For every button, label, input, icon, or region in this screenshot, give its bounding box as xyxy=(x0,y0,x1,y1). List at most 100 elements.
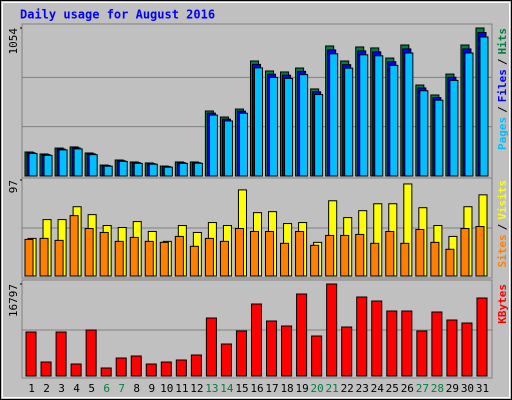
bar xyxy=(461,322,473,377)
legend-entry: Visits xyxy=(496,180,509,220)
bar xyxy=(356,296,368,377)
bar xyxy=(401,310,413,377)
bar xyxy=(40,361,52,377)
bar xyxy=(265,230,275,277)
x-tick-label: 16 xyxy=(250,382,263,395)
bar xyxy=(385,230,395,277)
bar xyxy=(326,283,338,377)
x-tick-label: 10 xyxy=(160,382,173,395)
bar xyxy=(73,148,83,177)
bar xyxy=(344,67,354,177)
bar xyxy=(84,227,94,277)
bar xyxy=(250,303,263,377)
bar xyxy=(446,319,458,377)
x-tick-label: 8 xyxy=(133,382,140,395)
x-tick-label: 5 xyxy=(88,382,95,395)
x-tick-label: 23 xyxy=(356,382,369,395)
bar xyxy=(404,52,414,177)
bar xyxy=(311,335,323,377)
bar xyxy=(475,226,485,277)
x-tick-label: 18 xyxy=(280,382,293,395)
bar xyxy=(329,53,339,177)
bar xyxy=(204,237,214,277)
legend-separator: / xyxy=(496,106,509,113)
bar xyxy=(163,166,173,177)
bar xyxy=(88,154,98,177)
bar xyxy=(374,55,384,177)
bar xyxy=(133,162,143,177)
x-tick-label: 26 xyxy=(401,382,414,395)
x-tick-label: 24 xyxy=(371,382,385,395)
bar xyxy=(284,77,294,177)
bar xyxy=(325,234,335,277)
bar xyxy=(190,354,202,377)
bar xyxy=(43,154,53,177)
x-tick-label: 2 xyxy=(43,382,50,395)
bar xyxy=(445,248,455,277)
x-tick-label: 31 xyxy=(476,382,489,395)
x-tick-label: 6 xyxy=(103,382,110,395)
x-tick-label: 29 xyxy=(446,382,459,395)
bar xyxy=(223,120,233,177)
bar xyxy=(419,90,429,177)
y-tick-label: 1054 xyxy=(7,28,20,55)
bar xyxy=(269,76,279,177)
x-tick-label: 27 xyxy=(416,382,429,395)
bar xyxy=(55,331,67,377)
bar xyxy=(205,317,217,377)
bar xyxy=(25,331,37,377)
bar xyxy=(99,231,109,277)
x-tick-label: 14 xyxy=(220,382,234,395)
bar xyxy=(54,239,64,277)
bar xyxy=(400,242,410,277)
x-tick-label: 21 xyxy=(326,382,339,395)
bar xyxy=(280,242,290,277)
x-tick-label: 15 xyxy=(235,382,248,395)
bar xyxy=(340,234,350,277)
bar xyxy=(295,230,305,277)
bar xyxy=(189,245,199,277)
legend-entry: Hits xyxy=(496,28,509,55)
x-tick-label: 13 xyxy=(205,382,218,395)
bar xyxy=(416,330,428,377)
bar xyxy=(386,310,398,377)
bar xyxy=(476,297,488,377)
bar xyxy=(39,237,49,277)
bar xyxy=(160,361,172,377)
bar xyxy=(460,227,470,277)
bar xyxy=(100,367,112,377)
bar xyxy=(70,363,82,377)
x-tick-label: 11 xyxy=(175,382,188,395)
bar xyxy=(115,357,127,377)
legend: Pages / Files / Hits xyxy=(496,28,509,150)
x-tick-label: 25 xyxy=(386,382,399,395)
bar xyxy=(129,236,139,277)
bar xyxy=(234,227,244,277)
x-tick-label: 28 xyxy=(431,382,444,395)
bar xyxy=(281,325,293,377)
bar xyxy=(130,355,142,377)
bar xyxy=(359,54,369,177)
bar xyxy=(296,293,308,377)
bar xyxy=(449,79,459,177)
legend-separator: / xyxy=(496,223,509,230)
bar xyxy=(249,230,260,277)
bar xyxy=(299,74,309,177)
x-tick-label: 19 xyxy=(295,382,308,395)
bar xyxy=(69,215,79,277)
x-tick-label: 22 xyxy=(341,382,354,395)
bar xyxy=(431,311,443,377)
bar xyxy=(145,363,157,377)
bar xyxy=(219,240,229,277)
bar xyxy=(370,242,380,277)
bar xyxy=(175,359,187,377)
bar xyxy=(355,233,365,277)
bar xyxy=(24,238,34,277)
bar xyxy=(253,67,264,177)
bar xyxy=(371,300,383,377)
bar xyxy=(193,162,203,177)
x-tick-label: 12 xyxy=(190,382,203,395)
x-tick-label: 7 xyxy=(118,382,125,395)
chart-title: Daily usage for August 2016 xyxy=(20,8,215,22)
